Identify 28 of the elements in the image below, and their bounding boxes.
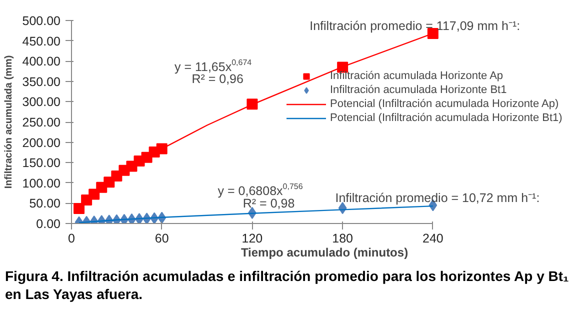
annotation: Infiltración promedio = 117,09 mm h⁻¹: <box>310 19 520 34</box>
x-tick-label: 240 <box>422 232 444 246</box>
y-axis-title: Infiltración acumulada (mm) <box>3 55 14 189</box>
x-tick-label: 180 <box>332 232 354 246</box>
y-tick-label: 450.00 <box>22 34 61 48</box>
y-tick-label: 0.00 <box>36 217 61 231</box>
text: Figura 4. Infiltración acumuladas e infiltración promedio para los horizontes Ap y Bt₁ en Las Yayas afuera. <box>5 267 570 304</box>
point <box>427 28 438 39</box>
y-tick-label: 150.00 <box>22 156 61 170</box>
y-tick-label: 500.00 <box>22 14 61 28</box>
y-tick-label: 200.00 <box>22 136 61 150</box>
x-tick-label: 0 <box>68 232 76 246</box>
y-tick-label: 350.00 <box>22 74 61 89</box>
legend-label: Infiltración acumulada Horizonte Bt1 <box>330 83 507 97</box>
y-tick-label: 100.00 <box>22 176 61 190</box>
annotation: R² = 0,96 <box>192 72 244 86</box>
legend-label: Infiltración acumulada Horizonte Ap <box>330 69 504 83</box>
y-tick-label: 400.00 <box>22 54 61 69</box>
x-axis-title: Tiempo acumulado (minutos) <box>240 246 408 260</box>
annotation: Infiltración promedio = 10,72 mm h⁻¹: <box>335 190 540 205</box>
legend-label: Potencial (Infiltración acumulada Horizonte Ap) <box>330 97 559 111</box>
annotation: R² = 0,98 <box>242 196 295 211</box>
x-tick-label: 60 <box>154 232 169 246</box>
legend-label: Potencial (Infiltración acumulada Horizonte Bt1) <box>330 111 562 125</box>
x-tick-label: 120 <box>242 232 263 246</box>
y-tick-label: 50.00 <box>29 196 61 211</box>
y-tick-label: 250.00 <box>22 116 61 130</box>
y-tick-label: 300.00 <box>22 95 61 110</box>
